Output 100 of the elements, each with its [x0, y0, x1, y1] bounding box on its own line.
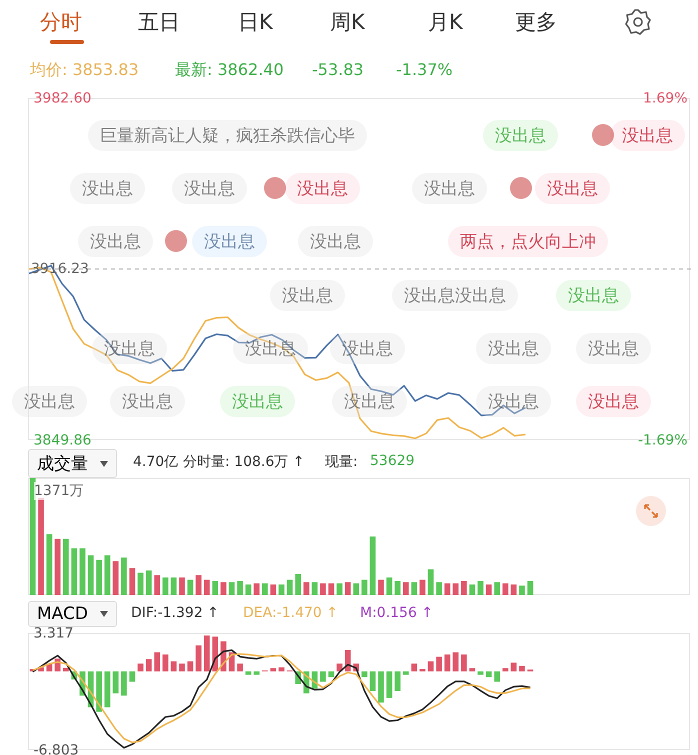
annotation: 没出息 — [476, 386, 551, 417]
bar — [286, 580, 293, 595]
bar — [344, 582, 351, 595]
bar — [129, 671, 136, 682]
annotation: 没出息没出息 — [392, 280, 518, 311]
bar — [121, 558, 127, 595]
bar — [71, 548, 78, 595]
bar — [129, 568, 136, 595]
text: 更多 — [515, 9, 557, 36]
bar — [196, 645, 202, 672]
bar — [54, 538, 61, 595]
annotation: 两点，点火向上冲 — [448, 226, 608, 257]
bar — [494, 671, 500, 682]
bar — [486, 671, 492, 678]
bar — [510, 584, 517, 595]
bar — [411, 664, 418, 672]
annotation: 没出息 — [12, 386, 87, 417]
bar — [436, 656, 442, 672]
bar — [386, 577, 392, 595]
bar — [96, 560, 102, 595]
text: 月K — [428, 9, 463, 36]
annotation: 没出息 — [556, 280, 631, 311]
bar — [402, 582, 409, 595]
text: DIF:-1.392 ↑ — [131, 605, 219, 621]
bar — [104, 555, 110, 595]
bar — [362, 671, 368, 678]
bar — [452, 652, 459, 672]
y-tick-label: 3849.86 — [34, 432, 92, 448]
bar — [46, 534, 52, 595]
bar — [179, 664, 185, 672]
bar — [502, 583, 508, 595]
bar — [154, 652, 160, 672]
bar — [138, 572, 144, 595]
bar — [420, 580, 426, 595]
bar — [88, 555, 94, 595]
annotation: 没出息 — [285, 173, 360, 204]
annotation: 没出息 — [576, 386, 651, 417]
chart-title: MACD — [37, 604, 88, 624]
bar — [312, 582, 318, 595]
bar — [245, 671, 252, 675]
text: 现量: — [325, 453, 358, 471]
bar — [38, 498, 44, 595]
bar — [270, 668, 276, 672]
annotation: 没出息 — [192, 226, 267, 257]
text: 53629 — [370, 453, 415, 469]
bar — [187, 661, 194, 672]
bar — [138, 664, 144, 672]
annotation: 1371万 — [34, 482, 84, 500]
annotation: 没出息 — [70, 173, 145, 204]
bar — [278, 584, 284, 595]
bar — [162, 577, 168, 595]
bar — [494, 582, 500, 595]
bar — [170, 661, 177, 672]
bar — [502, 668, 508, 672]
bar — [428, 569, 434, 595]
bar — [510, 662, 517, 672]
text: -53.83 — [312, 60, 364, 79]
bar — [527, 580, 534, 595]
bar — [478, 671, 484, 675]
annotation: 没出息 — [476, 333, 551, 364]
bar — [394, 580, 400, 595]
bar — [478, 580, 484, 595]
bar — [303, 582, 310, 595]
bar — [320, 583, 326, 595]
bar — [30, 478, 36, 595]
text: -1.37% — [396, 60, 453, 79]
bar — [196, 575, 202, 595]
bar — [328, 671, 334, 678]
annotation: 没出息 — [412, 173, 487, 204]
annotation: 没出息 — [172, 173, 247, 204]
bar — [179, 577, 185, 595]
bar — [154, 575, 160, 595]
annotation: 没出息 — [220, 386, 295, 417]
bar — [220, 582, 226, 595]
annotation: 没出息 — [298, 226, 373, 257]
bar — [411, 582, 418, 595]
text: 五日 — [138, 9, 180, 36]
text: M:0.156 ↑ — [360, 605, 434, 621]
bar — [469, 584, 476, 595]
bar — [469, 668, 476, 672]
bar — [254, 671, 260, 675]
bar — [204, 580, 210, 595]
annotation: 没出息 — [110, 386, 185, 417]
bar — [146, 570, 152, 595]
bar — [378, 671, 384, 703]
bar — [362, 580, 368, 595]
text: 日K — [238, 9, 273, 36]
bar — [237, 664, 243, 672]
text: 4.70亿 — [133, 453, 178, 471]
bar — [370, 536, 376, 595]
y-tick-label: -6.803 — [34, 742, 79, 755]
bar — [428, 661, 434, 672]
annotation: 没出息 — [576, 333, 651, 364]
bar — [146, 659, 152, 672]
text: 最新: 3862.40 — [175, 60, 284, 81]
bar — [402, 671, 409, 675]
bar — [353, 583, 360, 595]
bar — [519, 586, 525, 595]
bar — [295, 574, 301, 595]
bar — [519, 666, 525, 672]
